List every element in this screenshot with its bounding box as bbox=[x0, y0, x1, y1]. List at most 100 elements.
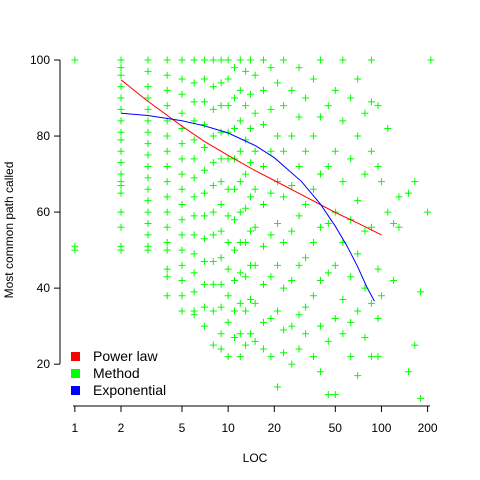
legend-label: Power law bbox=[93, 348, 158, 364]
x-axis-label: LOC bbox=[243, 451, 268, 465]
data-point bbox=[339, 330, 347, 338]
data-point bbox=[200, 258, 208, 266]
power-law-line bbox=[120, 79, 382, 236]
data-point bbox=[117, 189, 125, 197]
data-point bbox=[190, 136, 198, 144]
y-tick-label: 20 bbox=[37, 357, 51, 371]
data-point bbox=[302, 303, 310, 311]
data-point bbox=[178, 277, 186, 285]
data-point bbox=[217, 128, 225, 136]
x-tick-label: 10 bbox=[221, 421, 235, 435]
data-point bbox=[178, 307, 186, 315]
data-point bbox=[224, 75, 232, 83]
data-point bbox=[217, 56, 225, 64]
data-point bbox=[247, 227, 255, 235]
data-point bbox=[367, 56, 375, 64]
data-point bbox=[209, 258, 217, 266]
data-point bbox=[163, 208, 171, 216]
data-point bbox=[309, 132, 317, 140]
data-point bbox=[404, 189, 412, 197]
data-point bbox=[259, 200, 267, 208]
data-point bbox=[302, 200, 310, 208]
data-point bbox=[267, 315, 275, 323]
data-point bbox=[190, 311, 198, 319]
data-point bbox=[144, 83, 152, 91]
data-point bbox=[236, 147, 244, 155]
data-point bbox=[230, 64, 238, 72]
data-point bbox=[295, 162, 303, 170]
data-point bbox=[190, 56, 198, 64]
data-point bbox=[163, 132, 171, 140]
data-point bbox=[117, 181, 125, 189]
data-point bbox=[200, 98, 208, 106]
data-point bbox=[259, 242, 267, 250]
data-point bbox=[200, 235, 208, 243]
data-point bbox=[190, 155, 198, 163]
data-point bbox=[316, 277, 324, 285]
data-point bbox=[267, 189, 275, 197]
data-point bbox=[267, 147, 275, 155]
legend-swatch bbox=[71, 386, 80, 395]
data-point bbox=[117, 71, 125, 79]
data-point bbox=[280, 147, 288, 155]
data-point bbox=[190, 98, 198, 106]
data-point bbox=[354, 372, 362, 380]
data-point bbox=[331, 261, 339, 269]
data-point bbox=[200, 143, 208, 151]
data-point bbox=[217, 155, 225, 163]
data-point bbox=[354, 197, 362, 205]
data-point bbox=[274, 219, 282, 227]
data-point bbox=[251, 261, 259, 269]
data-point bbox=[316, 368, 324, 376]
data-point bbox=[190, 174, 198, 182]
data-point bbox=[144, 140, 152, 148]
data-point bbox=[117, 128, 125, 136]
data-point bbox=[274, 383, 282, 391]
data-point bbox=[71, 56, 79, 64]
data-point bbox=[178, 216, 186, 224]
legend-label: Method bbox=[93, 365, 140, 381]
method-points bbox=[71, 56, 435, 402]
data-point bbox=[200, 280, 208, 288]
data-point bbox=[200, 56, 208, 64]
data-point bbox=[144, 128, 152, 136]
data-point bbox=[117, 117, 125, 125]
data-point bbox=[316, 113, 324, 121]
data-point bbox=[361, 109, 369, 117]
data-point bbox=[144, 197, 152, 205]
data-point bbox=[309, 239, 317, 247]
data-point bbox=[247, 296, 255, 304]
data-point bbox=[280, 349, 288, 357]
data-point bbox=[331, 391, 339, 399]
data-point bbox=[217, 227, 225, 235]
data-point bbox=[117, 136, 125, 144]
data-point bbox=[178, 185, 186, 193]
data-point bbox=[302, 94, 310, 102]
data-point bbox=[224, 102, 232, 110]
data-point bbox=[71, 246, 79, 254]
data-point bbox=[302, 147, 310, 155]
data-point bbox=[259, 345, 267, 353]
data-point bbox=[217, 303, 225, 311]
data-point bbox=[242, 341, 250, 349]
data-point bbox=[316, 170, 324, 178]
data-point bbox=[354, 250, 362, 258]
data-point bbox=[247, 193, 255, 201]
y-tick-label: 80 bbox=[37, 129, 51, 143]
data-point bbox=[163, 147, 171, 155]
data-point bbox=[259, 86, 267, 94]
data-point bbox=[347, 94, 355, 102]
data-point bbox=[230, 124, 238, 132]
data-point bbox=[236, 178, 244, 186]
data-point bbox=[242, 102, 250, 110]
data-point bbox=[190, 212, 198, 220]
data-point bbox=[251, 109, 259, 117]
data-point bbox=[190, 193, 198, 201]
data-point bbox=[163, 193, 171, 201]
data-point bbox=[347, 273, 355, 281]
legend-label: Exponential bbox=[93, 382, 166, 398]
data-point bbox=[347, 318, 355, 326]
data-point bbox=[280, 239, 288, 247]
data-point bbox=[209, 231, 217, 239]
